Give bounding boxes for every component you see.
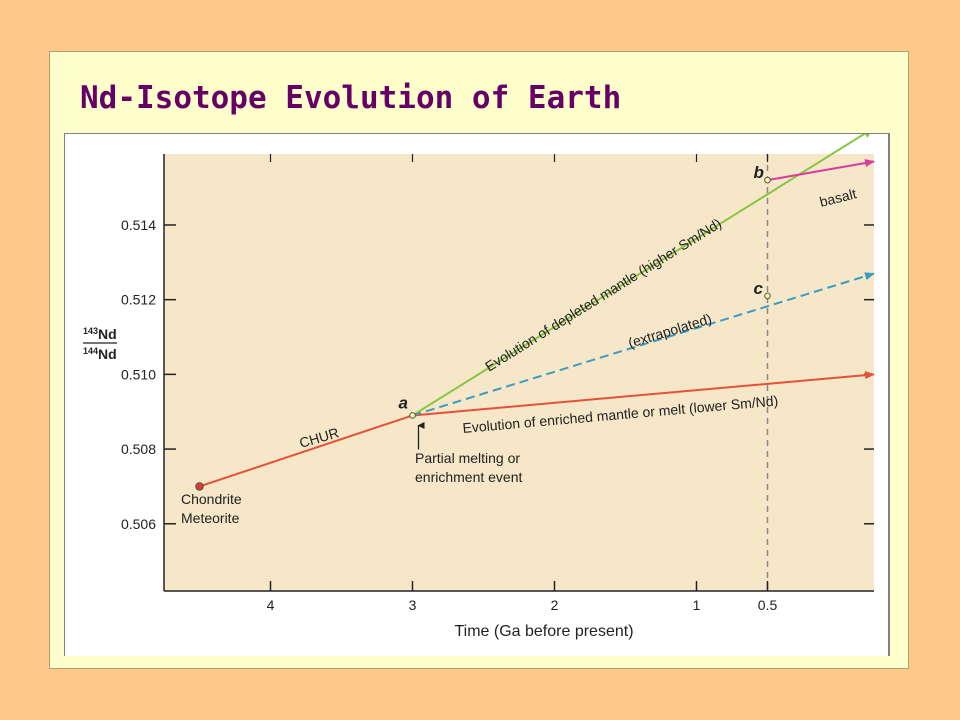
y-tick-label-0: 0.506 (121, 516, 156, 532)
x-axis-ticks: 4 3 2 1 0.5 (267, 154, 778, 613)
series-line-3 (767, 159, 875, 182)
y-axis-label: 143Nd 144Nd (83, 326, 117, 362)
x-tick-label-2: 2 (551, 597, 559, 613)
plot-area (164, 154, 874, 591)
series-line-2 (412, 272, 875, 417)
y-tick-label-3: 0.512 (121, 292, 156, 308)
data-points (195, 176, 771, 491)
annotation-meteorite-line-2: Meteorite (181, 510, 240, 526)
y-axis-ticks: 0.506 0.508 0.510 0.512 0.514 (121, 217, 874, 532)
x-tick-label-1: 3 (409, 597, 417, 613)
y-tick-label-4: 0.514 (121, 217, 156, 233)
annotation-meteorite-line-1: Chondrite (181, 491, 242, 507)
x-tick-label-4: 0.5 (758, 597, 778, 613)
y-axis-label-denominator: 144Nd (83, 346, 117, 362)
annotation-event-line-1: Partial melting or (415, 450, 520, 466)
y-tick-label-2: 0.510 (121, 366, 156, 382)
figure-panel: 4 3 2 1 0.5 0.506 0.508 0.510 0.512 0.514 Time (… (64, 127, 890, 656)
point-label-a: a (399, 393, 408, 412)
x-tick-label-0: 4 (267, 597, 275, 613)
x-tick-label-3: 1 (693, 597, 701, 613)
slide-title: Nd-Isotope Evolution of Earth (80, 80, 622, 116)
annotation-event-line-2: enrichment event (415, 469, 523, 485)
data-point-3 (764, 292, 771, 300)
data-point-0 (195, 482, 204, 491)
point-label-c: c (754, 279, 764, 298)
data-point-1 (409, 412, 416, 419)
point-label-b: b (754, 163, 764, 182)
y-axis-label-numerator: 143Nd (83, 326, 117, 342)
y-tick-label-1: 0.508 (121, 441, 156, 457)
nd-evolution-chart: 4 3 2 1 0.5 0.506 0.508 0.510 0.512 0.514 Time (… (83, 127, 875, 640)
data-point-2 (764, 176, 771, 184)
x-axis-label: Time (Ga before present) (454, 623, 633, 640)
